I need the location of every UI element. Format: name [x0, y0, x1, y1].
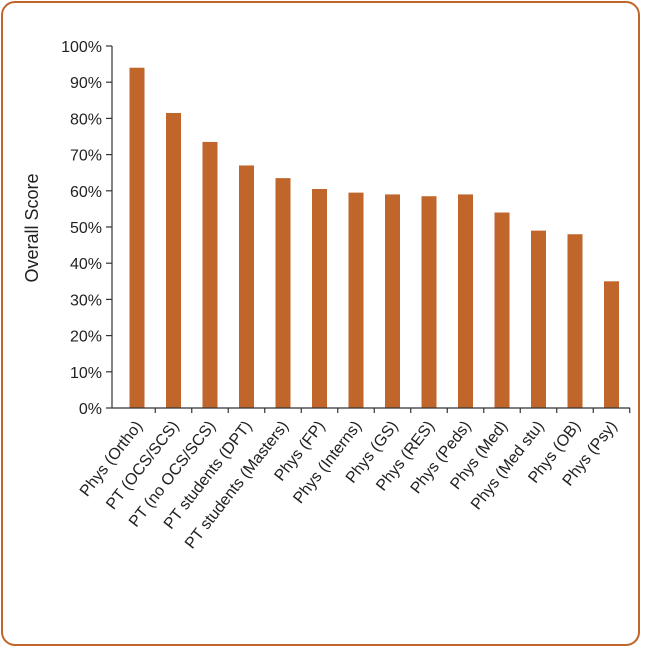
x-axis-labels: Phys (Ortho)PT (OCS/SCS)PT (no OCS/SCS)P…	[77, 408, 631, 552]
y-tick-label: 60%	[70, 184, 102, 201]
y-axis-title: Overall Score	[22, 173, 42, 282]
bar	[494, 212, 510, 408]
y-tick-label: 20%	[70, 329, 102, 346]
bar	[531, 230, 546, 408]
bar	[202, 141, 218, 408]
bar	[312, 188, 327, 408]
y-tick-label: 50%	[70, 220, 102, 237]
y-tick-label: 10%	[70, 365, 102, 382]
y-tick-label: 0%	[79, 401, 102, 418]
bar	[275, 178, 291, 408]
bar	[604, 281, 619, 408]
bar	[567, 234, 583, 408]
y-tick-label: 40%	[70, 256, 102, 273]
bar	[421, 196, 437, 408]
y-tick-label: 80%	[70, 111, 102, 128]
y-tick-label: 100%	[61, 39, 102, 56]
bar	[129, 67, 145, 408]
bar	[239, 165, 254, 408]
bars	[129, 67, 619, 408]
bar	[458, 194, 473, 408]
y-tick-label: 30%	[70, 292, 102, 309]
bar	[348, 192, 364, 408]
y-axis: 0% 10% 20% 30% 40% 50% 60% 70% 80% 90% 100%	[61, 39, 112, 418]
y-tick-label: 70%	[70, 148, 102, 165]
bar	[166, 112, 181, 408]
y-tick-label: 90%	[70, 75, 102, 92]
bar	[385, 194, 400, 408]
